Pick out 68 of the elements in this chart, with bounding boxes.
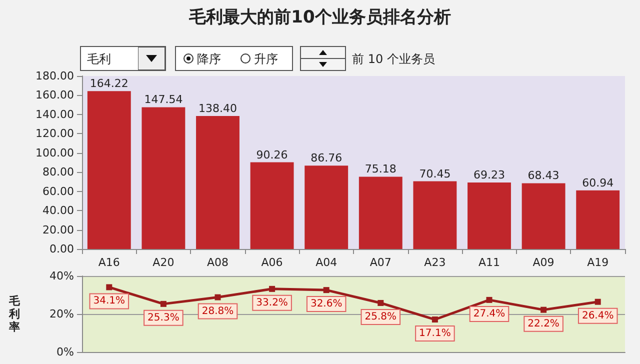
- y-tick-label: 120.00: [36, 127, 74, 140]
- y-tick-label: 0.00: [50, 242, 74, 256]
- point: [214, 294, 221, 300]
- data-label: 22.2%: [528, 318, 560, 330]
- data-label: 69.23: [474, 168, 505, 182]
- x-tick-label: A09: [532, 256, 554, 269]
- bar: [304, 166, 348, 249]
- bar: [142, 107, 186, 249]
- point: [323, 287, 330, 294]
- y-tick-label: 0%: [56, 346, 74, 358]
- data-label: 17.1%: [419, 328, 451, 340]
- y-tick-label: 140.00: [36, 108, 74, 121]
- data-label: 34.1%: [93, 296, 126, 307]
- data-label: 138.40: [198, 102, 237, 115]
- bar: [358, 176, 402, 249]
- y-tick-label: 40%: [50, 270, 74, 282]
- data-label: 60.94: [582, 176, 614, 190]
- data-label: 86.76: [310, 152, 342, 165]
- x-tick-label: A19: [587, 256, 609, 269]
- y-axis-title: 毛利率: [8, 294, 21, 334]
- data-label: 70.45: [419, 167, 451, 180]
- point: [378, 300, 384, 306]
- point: [540, 306, 547, 313]
- dropdown-field: 毛利: [80, 46, 166, 71]
- bar: [576, 190, 620, 249]
- point: [106, 284, 112, 290]
- x-tick-label: A16: [98, 256, 120, 269]
- data-label: 75.18: [364, 162, 396, 176]
- point: [594, 298, 601, 305]
- bar: [413, 181, 457, 249]
- text: 前 10 个业务员: [352, 51, 435, 68]
- data-label: 27.4%: [473, 308, 506, 320]
- data-label: 25.3%: [148, 312, 180, 324]
- data-label: 90.26: [256, 148, 288, 162]
- data-label: 164.22: [90, 77, 128, 90]
- y-tick-label: 80.00: [42, 166, 74, 179]
- bar: [196, 116, 240, 249]
- x-tick-label: A08: [206, 256, 229, 269]
- x-tick-label: A04: [316, 256, 338, 269]
- bar: [87, 91, 131, 249]
- y-tick-label: 20.00: [42, 223, 74, 236]
- y-tick-label: 180.00: [36, 70, 74, 82]
- data-label: 28.8%: [202, 306, 234, 317]
- point: [269, 286, 276, 292]
- data-label: 33.2%: [256, 297, 288, 308]
- point: [486, 296, 492, 303]
- point: [160, 300, 166, 307]
- bar: [250, 162, 294, 249]
- x-tick-label: A11: [478, 256, 500, 269]
- y-tick-label: 40.00: [42, 204, 74, 218]
- y-tick-label: 20%: [50, 308, 74, 320]
- data-label: 147.54: [144, 93, 183, 106]
- x-tick-label: A07: [370, 256, 392, 269]
- x-tick-label: A06: [261, 256, 283, 269]
- radio-group: 降序 升序: [175, 46, 293, 71]
- data-label: 26.4%: [582, 310, 614, 322]
- data-label: 25.8%: [364, 311, 397, 322]
- data-label: 68.43: [528, 169, 560, 182]
- data-label: 32.6%: [310, 298, 342, 310]
- y-tick-label: 100.00: [36, 146, 74, 160]
- bar: [468, 182, 511, 249]
- bar: [522, 183, 566, 249]
- point: [432, 316, 438, 323]
- x-tick-label: A20: [152, 256, 174, 269]
- x-tick-label: A23: [424, 256, 446, 269]
- y-tick-label: 60.00: [42, 184, 74, 198]
- chart-title: 毛利最大的前10个业务员排名分析: [188, 8, 451, 28]
- y-tick-label: 160.00: [36, 88, 74, 102]
